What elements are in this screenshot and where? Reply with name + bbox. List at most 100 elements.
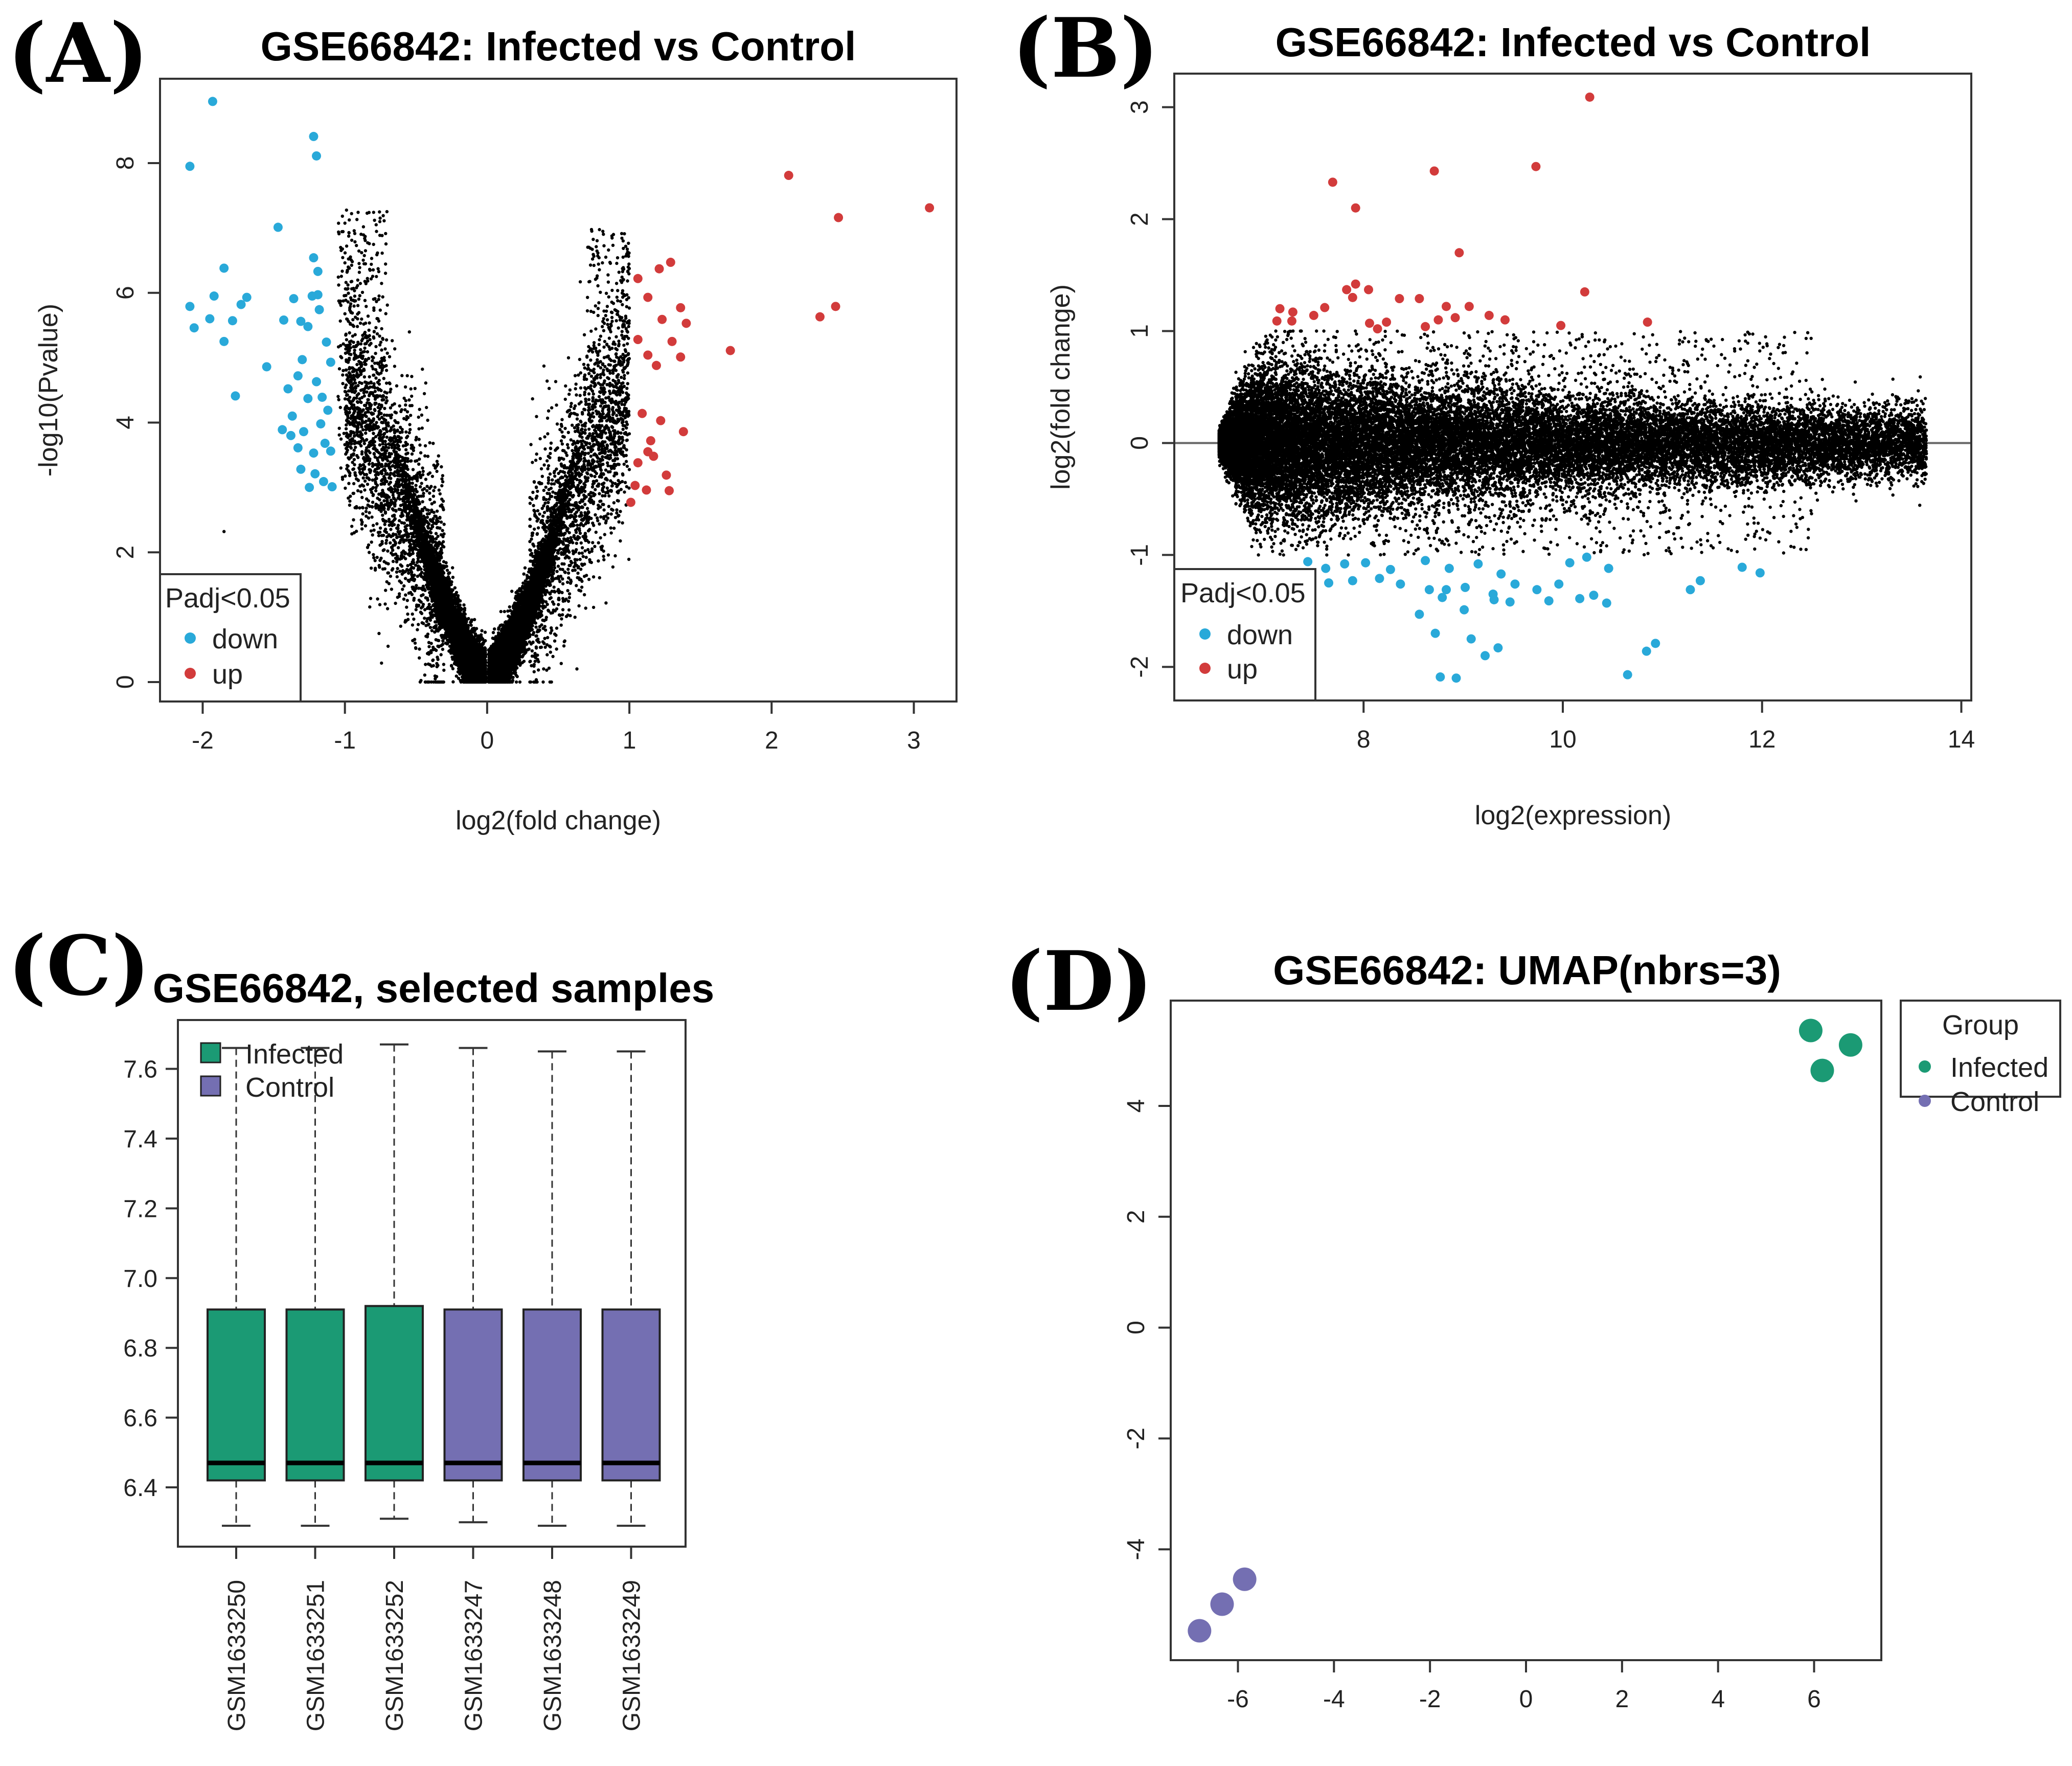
volcano-point-up — [630, 481, 640, 490]
volcano-point-up — [642, 485, 651, 495]
ma-point-up — [1580, 287, 1589, 297]
volcano-point-up — [637, 409, 647, 418]
volcano-point-up — [626, 497, 635, 507]
volcano-point-up — [676, 352, 686, 362]
sample-label: GSM1633249 — [619, 1580, 646, 1731]
volcano-point-up — [654, 264, 664, 274]
ma-point-down — [1737, 562, 1747, 572]
volcano-point-down — [185, 162, 195, 171]
ma-point-down — [1686, 585, 1695, 595]
ma-point-down — [1430, 628, 1440, 638]
volcano-point-down — [296, 464, 306, 474]
ma-point-down — [1532, 585, 1542, 595]
umap-point-infected — [1810, 1058, 1834, 1082]
panel-b-title: GSE66842: Infected vs Control — [1276, 19, 1871, 65]
ma-point-down — [1436, 672, 1445, 682]
ma-point-up — [1373, 324, 1382, 334]
panel-b-xtick-label: 14 — [1948, 726, 1975, 753]
panel-d-marks — [1188, 1018, 1862, 1643]
box-GSM1633247 — [443, 1308, 503, 1482]
volcano-point-up — [725, 346, 735, 355]
volcano-point-down — [323, 405, 333, 415]
panel-c-legend: Infected Control — [200, 1039, 344, 1103]
panel-c-ytick-label: 7.4 — [123, 1126, 157, 1153]
volcano-point-up — [643, 292, 653, 302]
volcano-point-down — [293, 443, 303, 452]
ma-point-down — [1451, 673, 1461, 683]
ma-point-down — [1424, 585, 1434, 595]
volcano-point-down — [219, 263, 229, 273]
legend-up-marker — [1199, 663, 1211, 674]
volcano-point-up — [681, 319, 691, 328]
panel-label-b: (B) — [1012, 0, 1159, 96]
volcano-point-down — [236, 300, 246, 309]
box-GSM1633248 — [522, 1308, 582, 1482]
ma-point-down — [1510, 579, 1520, 589]
panel-a-ytick-label: 8 — [112, 156, 139, 170]
panel-b-xlabel: log2(expression) — [1475, 801, 1671, 830]
panel-a-legend-title: Padj<0.05 — [165, 583, 290, 614]
sample-label: GSM1633252 — [381, 1580, 408, 1731]
volcano-point-down — [312, 377, 322, 387]
ma-point-down — [1589, 591, 1599, 600]
ma-point-down — [1444, 563, 1454, 573]
panel-a-xtick-label: -2 — [192, 727, 214, 754]
volcano-point-up — [646, 436, 655, 445]
volcano-point-up — [667, 336, 677, 346]
panel-b-legend-bg — [1175, 570, 1314, 699]
ma-point-up — [1382, 318, 1392, 327]
ma-point-up — [1643, 318, 1652, 327]
ma-point-up — [1556, 321, 1566, 330]
volcano-point-down — [313, 266, 323, 276]
umap-point-control — [1233, 1567, 1257, 1591]
panel-b-ytick-label: 0 — [1126, 436, 1153, 450]
panel-a-xtick-label: 3 — [907, 727, 921, 754]
panel-d-xtick-label: -4 — [1323, 1686, 1345, 1713]
panel-d-xtick-label: 2 — [1615, 1686, 1629, 1713]
volcano-point-down — [298, 355, 307, 365]
ma-point-up — [1342, 285, 1352, 295]
ma-point-down — [1582, 552, 1591, 562]
panel-a-frame — [159, 78, 958, 703]
panel-label-a: (A) — [8, 5, 149, 101]
volcano-point-down — [289, 294, 299, 304]
volcano-point-up — [662, 470, 671, 480]
volcano-point-down — [322, 337, 331, 347]
ma-point-up — [1320, 303, 1330, 312]
ma-point-down — [1489, 595, 1499, 604]
legend-down-marker — [185, 632, 196, 644]
ma-point-up — [1288, 307, 1297, 317]
volcano-point-down — [326, 357, 335, 367]
panel-d-legend-title: Group — [1942, 1010, 2019, 1040]
volcano-point-down — [303, 394, 313, 403]
volcano-point-down — [189, 323, 199, 333]
ma-point-down — [1544, 596, 1554, 606]
sample-label: GSM1633248 — [539, 1580, 566, 1731]
panel-b-legend-title: Padj<0.05 — [1180, 578, 1306, 608]
panel-b-legend-down: down — [1227, 620, 1293, 650]
volcano-point-up — [834, 213, 844, 222]
volcano-point-up — [815, 312, 825, 322]
panel-a-xtick-label: 2 — [765, 727, 779, 754]
volcano-point-down — [318, 477, 328, 486]
ma-point-up — [1454, 248, 1464, 258]
panel-a-legend: Padj<0.05 down up — [160, 573, 302, 701]
ma-point-down — [1602, 598, 1611, 608]
volcano-point-down — [316, 419, 326, 428]
legend-infected-swatch — [200, 1042, 221, 1063]
ma-point-down — [1604, 563, 1613, 573]
legend-infected-marker — [1919, 1060, 1931, 1073]
panel-d-legend-infected: Infected — [1950, 1052, 2048, 1083]
volcano-point-up — [678, 427, 688, 437]
volcano-point-down — [309, 448, 318, 458]
panel-b-ytick-label: 3 — [1126, 100, 1153, 114]
umap-point-infected — [1798, 1018, 1823, 1043]
volcano-point-up — [633, 274, 643, 283]
volcano-point-up — [643, 350, 653, 360]
panel-b-marks — [1272, 92, 1765, 683]
volcano-point-up — [925, 203, 935, 213]
neutral-point-cloud — [222, 208, 631, 684]
ma-point-up — [1464, 302, 1474, 311]
panel-d-ytick-label: -2 — [1123, 1428, 1150, 1450]
